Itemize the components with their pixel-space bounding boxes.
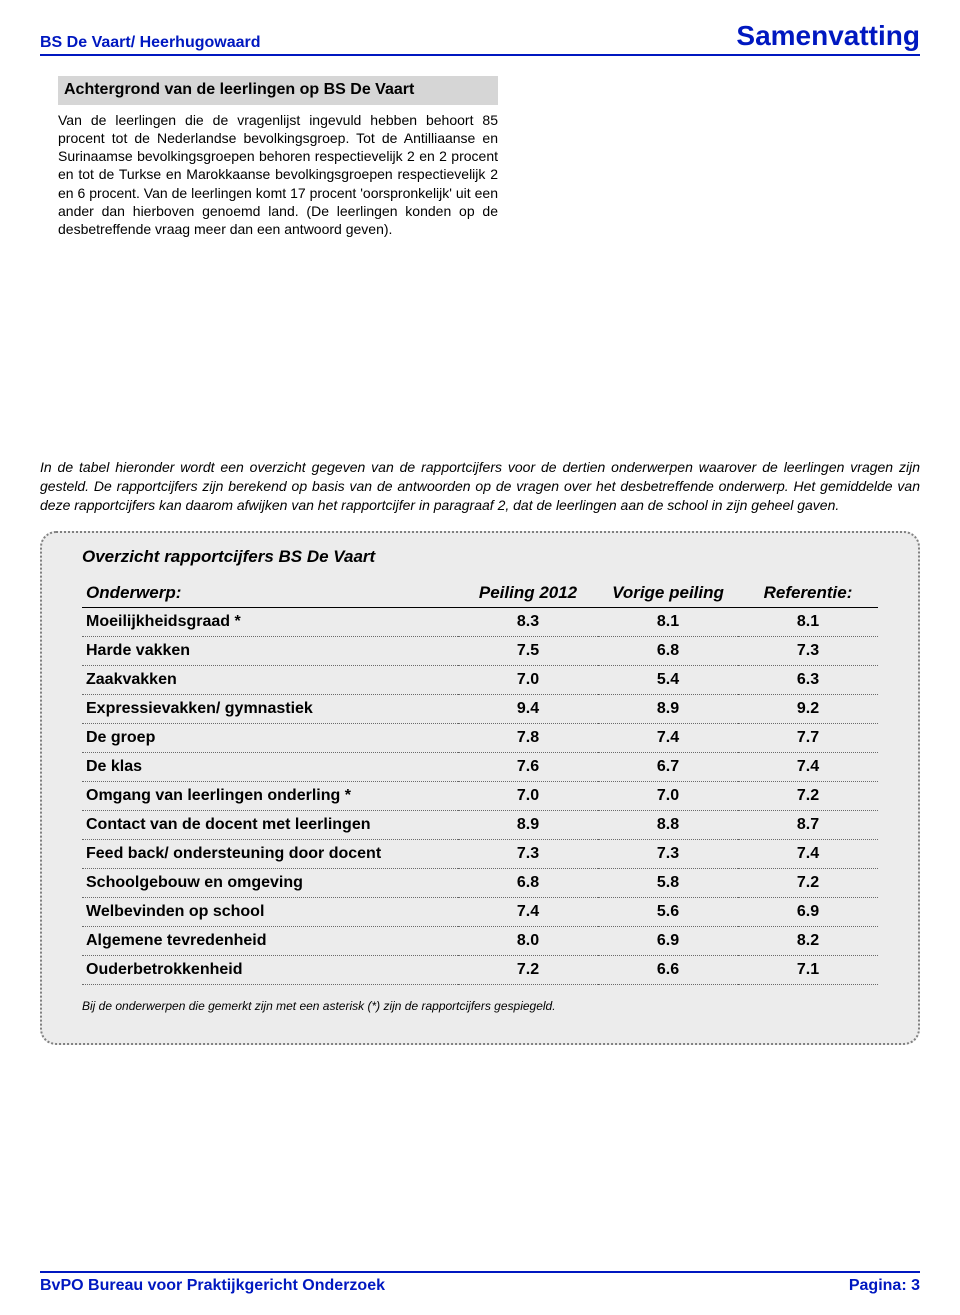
cell-onderwerp: Welbevinden op school: [82, 897, 458, 926]
table-row: Welbevinden op school7.45.66.9: [82, 897, 878, 926]
cell-peiling: 7.4: [458, 897, 598, 926]
cell-referentie: 7.4: [738, 839, 878, 868]
page-header: BS De Vaart/ Heerhugowaard Samenvatting: [40, 20, 920, 56]
table-row: Ouderbetrokkenheid7.26.67.1: [82, 955, 878, 984]
cell-referentie: 8.7: [738, 810, 878, 839]
table-row: Schoolgebouw en omgeving6.85.87.2: [82, 868, 878, 897]
table-intro: In de tabel hieronder wordt een overzich…: [40, 458, 920, 515]
cell-peiling: 6.8: [458, 868, 598, 897]
cell-vorige: 6.9: [598, 926, 738, 955]
table-row: Harde vakken7.56.87.3: [82, 636, 878, 665]
table-footnote: Bij de onderwerpen die gemerkt zijn met …: [82, 999, 878, 1013]
cell-vorige: 5.4: [598, 665, 738, 694]
cell-onderwerp: Feed back/ ondersteuning door docent: [82, 839, 458, 868]
scores-table-box: Overzicht rapportcijfers BS De Vaart Ond…: [40, 531, 920, 1045]
cell-peiling: 8.9: [458, 810, 598, 839]
cell-referentie: 7.1: [738, 955, 878, 984]
section-paragraph: Van de leerlingen die de vragenlijst ing…: [58, 111, 498, 238]
cell-peiling: 7.6: [458, 752, 598, 781]
section-heading: Achtergrond van de leerlingen op BS De V…: [58, 76, 498, 105]
cell-onderwerp: Moeilijkheidsgraad *: [82, 607, 458, 636]
section-block: Achtergrond van de leerlingen op BS De V…: [58, 76, 498, 238]
cell-vorige: 7.0: [598, 781, 738, 810]
cell-onderwerp: Omgang van leerlingen onderling *: [82, 781, 458, 810]
cell-vorige: 5.8: [598, 868, 738, 897]
cell-vorige: 8.9: [598, 694, 738, 723]
cell-vorige: 8.1: [598, 607, 738, 636]
header-right: Samenvatting: [736, 20, 920, 52]
cell-peiling: 7.3: [458, 839, 598, 868]
cell-onderwerp: De klas: [82, 752, 458, 781]
table-row: Moeilijkheidsgraad *8.38.18.1: [82, 607, 878, 636]
cell-onderwerp: Harde vakken: [82, 636, 458, 665]
cell-onderwerp: Contact van de docent met leerlingen: [82, 810, 458, 839]
col-onderwerp: Onderwerp:: [82, 579, 458, 608]
footer-right: Pagina: 3: [849, 1277, 920, 1295]
table-title: Overzicht rapportcijfers BS De Vaart: [82, 547, 878, 567]
header-left: BS De Vaart/ Heerhugowaard: [40, 34, 261, 52]
table-body: Moeilijkheidsgraad *8.38.18.1Harde vakke…: [82, 607, 878, 984]
cell-referentie: 7.7: [738, 723, 878, 752]
cell-referentie: 6.3: [738, 665, 878, 694]
cell-referentie: 7.3: [738, 636, 878, 665]
cell-onderwerp: Expressievakken/ gymnastiek: [82, 694, 458, 723]
table-header-row: Onderwerp: Peiling 2012 Vorige peiling R…: [82, 579, 878, 608]
cell-peiling: 7.0: [458, 781, 598, 810]
cell-referentie: 6.9: [738, 897, 878, 926]
cell-referentie: 7.2: [738, 781, 878, 810]
table-row: Expressievakken/ gymnastiek9.48.99.2: [82, 694, 878, 723]
cell-onderwerp: Zaakvakken: [82, 665, 458, 694]
cell-onderwerp: Schoolgebouw en omgeving: [82, 868, 458, 897]
cell-onderwerp: Algemene tevredenheid: [82, 926, 458, 955]
cell-peiling: 9.4: [458, 694, 598, 723]
cell-peiling: 7.5: [458, 636, 598, 665]
cell-peiling: 7.2: [458, 955, 598, 984]
cell-vorige: 5.6: [598, 897, 738, 926]
cell-referentie: 8.2: [738, 926, 878, 955]
table-row: De groep7.87.47.7: [82, 723, 878, 752]
table-row: Feed back/ ondersteuning door docent7.37…: [82, 839, 878, 868]
page-footer: BvPO Bureau voor Praktijkgericht Onderzo…: [40, 1271, 920, 1295]
cell-referentie: 7.2: [738, 868, 878, 897]
footer-left: BvPO Bureau voor Praktijkgericht Onderzo…: [40, 1277, 385, 1295]
scores-table: Onderwerp: Peiling 2012 Vorige peiling R…: [82, 579, 878, 985]
cell-vorige: 6.7: [598, 752, 738, 781]
cell-onderwerp: De groep: [82, 723, 458, 752]
col-vorige: Vorige peiling: [598, 579, 738, 608]
cell-vorige: 6.6: [598, 955, 738, 984]
cell-vorige: 7.4: [598, 723, 738, 752]
cell-referentie: 8.1: [738, 607, 878, 636]
table-row: Zaakvakken7.05.46.3: [82, 665, 878, 694]
cell-peiling: 8.0: [458, 926, 598, 955]
cell-vorige: 8.8: [598, 810, 738, 839]
col-referentie: Referentie:: [738, 579, 878, 608]
cell-peiling: 7.8: [458, 723, 598, 752]
cell-referentie: 9.2: [738, 694, 878, 723]
table-row: De klas7.66.77.4: [82, 752, 878, 781]
table-row: Contact van de docent met leerlingen8.98…: [82, 810, 878, 839]
cell-peiling: 8.3: [458, 607, 598, 636]
cell-onderwerp: Ouderbetrokkenheid: [82, 955, 458, 984]
col-peiling: Peiling 2012: [458, 579, 598, 608]
cell-referentie: 7.4: [738, 752, 878, 781]
cell-peiling: 7.0: [458, 665, 598, 694]
cell-vorige: 7.3: [598, 839, 738, 868]
cell-vorige: 6.8: [598, 636, 738, 665]
table-row: Algemene tevredenheid8.06.98.2: [82, 926, 878, 955]
table-row: Omgang van leerlingen onderling *7.07.07…: [82, 781, 878, 810]
page: BS De Vaart/ Heerhugowaard Samenvatting …: [0, 0, 960, 1315]
